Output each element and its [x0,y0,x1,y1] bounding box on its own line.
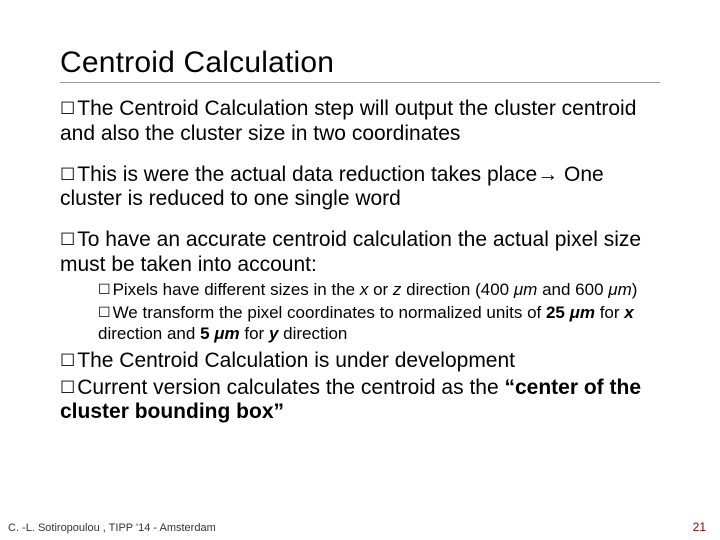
bullet-text: have an accurate centroid calculation th… [60,228,641,276]
bullet-marker: ☐ [60,99,75,119]
bullet-text: Centroid Calculation step will output th… [60,97,636,145]
bullet-marker: ☐ [60,230,75,250]
value: 5 [200,324,214,343]
bullet-marker: ☐ [60,165,75,185]
page-number: 21 [693,520,706,534]
bullet-text: Centroid Calculation is under developmen… [113,349,515,372]
unit-um: μm [570,303,595,322]
slide-title: Centroid Calculation [60,46,660,83]
footer-text: C. -L. Sotiropoulou , TIPP '14 - Amsterd… [8,522,216,534]
bullet-lead: We [113,303,138,322]
unit-um: μm [214,324,239,343]
var-y: y [269,324,278,343]
unit-um: μm [514,280,537,299]
bullet-text: is were the actual data reduction takes … [117,163,537,186]
bullet-lead: The [77,349,113,372]
bullet-text: for [595,303,624,322]
sub-bullet-2: ☐We transform the pixel coordinates to n… [98,303,660,344]
bullet-2: ☐This is were the actual data reduction … [60,163,660,213]
bullet-marker: ☐ [98,281,111,298]
sub-bullet-1: ☐Pixels have different sizes in the x or… [98,280,660,301]
bullet-1: ☐The Centroid Calculation step will outp… [60,97,660,147]
slide: Centroid Calculation ☐The Centroid Calcu… [0,0,720,540]
bullet-text: and 600 [537,280,608,299]
bullet-3: ☐To have an accurate centroid calculatio… [60,228,660,345]
bullet-text: ) [632,280,638,299]
unit-um: μm [608,280,631,299]
bullet-5: ☐Current version calculates the centroid… [60,376,660,426]
var-x: x [624,303,633,322]
bullet-text: transform the pixel coordinates to norma… [138,303,546,322]
bullet-lead: This [77,163,117,186]
bullet-marker: ☐ [60,378,75,398]
bullet-4: ☐The Centroid Calculation is under devel… [60,349,660,374]
bullet-text: have different sizes in the [158,280,360,299]
bullet-text: for [240,324,269,343]
sub-bullet-list: ☐Pixels have different sizes in the x or… [60,280,660,345]
bullet-text: direction (400 [401,280,513,299]
bullet-text: direction [278,324,347,343]
bullet-marker: ☐ [60,351,75,371]
bullet-lead: Current [77,376,147,399]
bullet-lead: Pixels [113,280,158,299]
arrow-icon: → [537,163,558,186]
value: 25 [546,303,570,322]
bullet-lead: The [77,97,113,120]
bullet-text: or [368,280,393,299]
bullet-marker: ☐ [98,304,111,321]
bullet-text: version calculates the centroid as the [147,376,504,399]
bullet-list: ☐The Centroid Calculation step will outp… [60,97,660,425]
bullet-lead: To [77,228,99,251]
bullet-text: direction and [98,324,200,343]
